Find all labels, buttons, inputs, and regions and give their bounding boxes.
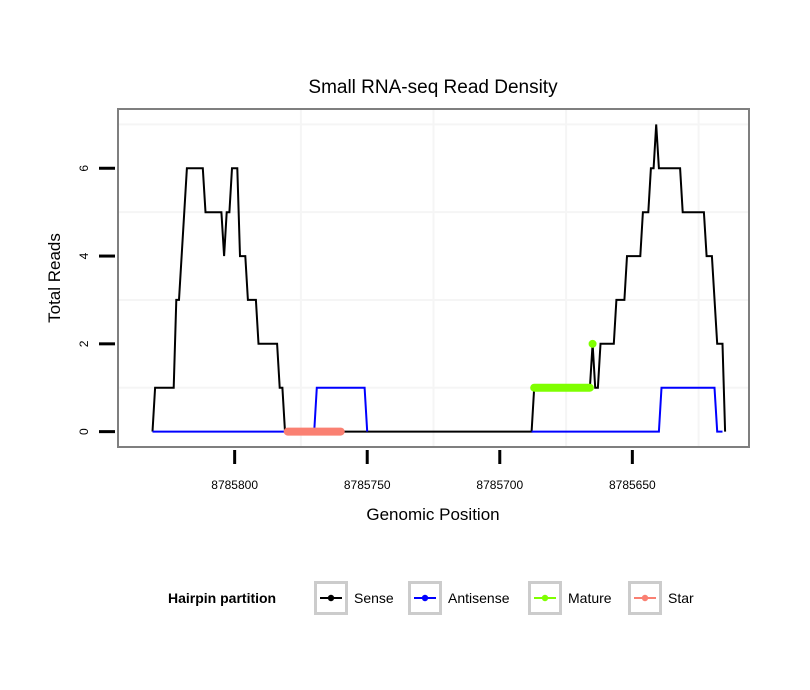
y-axis: 0 2 4 6 — [77, 165, 115, 435]
x-axis: 8785800 8785750 8785700 8785650 — [211, 450, 656, 492]
legend-item-antisense: Antisense — [408, 581, 510, 615]
series-mature-point — [588, 339, 597, 348]
y-axis-label: Total Reads — [45, 233, 64, 323]
y-tick-label: 0 — [77, 428, 91, 435]
y-tick-label: 4 — [77, 252, 91, 259]
series-antisense-line — [313, 386, 369, 432]
x-tick-label: 8785750 — [344, 478, 391, 492]
legend-label: Antisense — [448, 590, 510, 606]
series-layer — [151, 124, 727, 436]
x-tick-label: 8785650 — [609, 478, 656, 492]
legend-label: Star — [668, 590, 694, 606]
legend-key-point — [641, 594, 649, 602]
legend-key-point — [421, 594, 429, 602]
legend-key-point — [327, 594, 335, 602]
plot-panel — [117, 108, 750, 448]
legend-label: Mature — [568, 590, 612, 606]
legend-item-star: Star — [628, 581, 694, 615]
legend-label: Sense — [354, 590, 394, 606]
legend-key-point — [541, 594, 549, 602]
x-axis-label: Genomic Position — [366, 505, 499, 524]
legend-title: Hairpin partition — [168, 590, 276, 606]
y-tick-label: 6 — [77, 165, 91, 172]
x-tick-label: 8785700 — [476, 478, 523, 492]
x-tick-label: 8785800 — [211, 478, 258, 492]
chart-title: Small RNA-seq Read Density — [308, 77, 558, 98]
legend: Hairpin partition Sense Antisense Mature St… — [168, 581, 694, 615]
legend-item-sense: Sense — [314, 581, 394, 615]
y-tick-label: 2 — [77, 340, 91, 347]
legend-item-mature: Mature — [528, 581, 612, 615]
panel-border — [117, 108, 750, 448]
series-antisense-line — [531, 386, 723, 433]
